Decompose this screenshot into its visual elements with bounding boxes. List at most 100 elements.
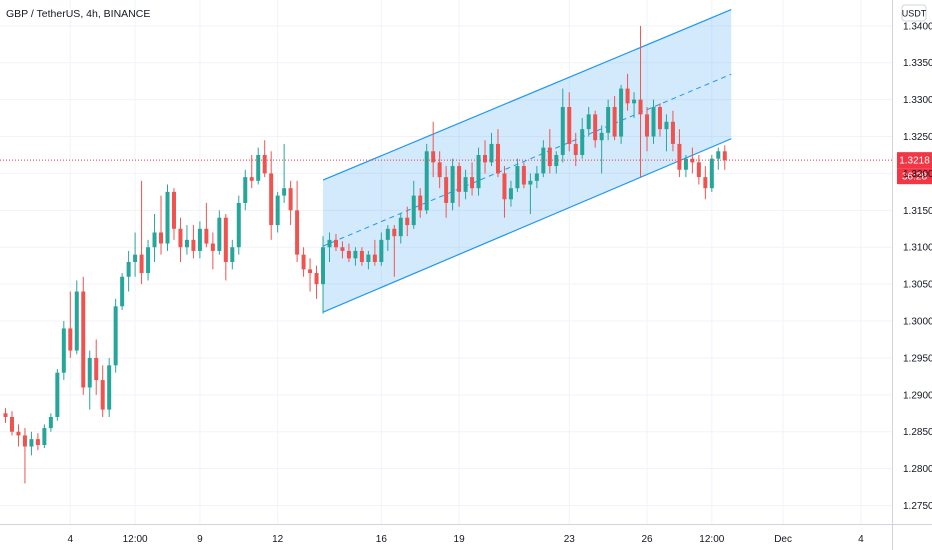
candle-body bbox=[379, 239, 384, 262]
candle-body bbox=[230, 247, 235, 262]
candle-body bbox=[22, 435, 27, 447]
candle-body bbox=[534, 173, 539, 181]
candle-body bbox=[677, 143, 682, 170]
candle-body bbox=[68, 328, 73, 351]
candle-body bbox=[651, 107, 656, 137]
x-tick-label: 12:00 bbox=[699, 534, 724, 545]
channel-lower-line bbox=[322, 138, 732, 313]
candle-body bbox=[366, 254, 371, 262]
candle-body bbox=[483, 154, 488, 163]
y-tick-label: 1.3300 bbox=[903, 95, 932, 106]
candle-body bbox=[709, 158, 714, 189]
candle-body bbox=[249, 177, 254, 181]
candle-body bbox=[515, 166, 520, 189]
x-tick-label: Dec bbox=[774, 534, 792, 545]
candle-body bbox=[9, 416, 14, 432]
candle-body bbox=[74, 291, 79, 351]
candle-body bbox=[152, 232, 157, 248]
candle-body bbox=[573, 143, 578, 155]
candle-body bbox=[113, 306, 118, 366]
y-tick-label: 1.3350 bbox=[903, 58, 932, 69]
y-tick-label: 1.2900 bbox=[903, 390, 932, 401]
candle-body bbox=[431, 151, 436, 163]
candle-body bbox=[16, 431, 21, 436]
last-price-label: 1.3218 bbox=[899, 156, 930, 167]
candle-body bbox=[165, 191, 170, 244]
x-tick-label: 4 bbox=[68, 534, 74, 545]
candle-body bbox=[314, 273, 319, 285]
candle-body bbox=[463, 177, 468, 192]
channel-upper-line bbox=[322, 9, 732, 181]
candle-body bbox=[321, 247, 326, 285]
candle-body bbox=[593, 114, 598, 141]
x-tick-label: 9 bbox=[197, 534, 203, 545]
candle-body bbox=[599, 132, 604, 141]
candle-body bbox=[359, 250, 364, 262]
candle-body bbox=[269, 173, 274, 226]
candle-body bbox=[418, 195, 423, 211]
channel-mid-line bbox=[322, 73, 732, 247]
candle-body bbox=[210, 243, 215, 251]
candle-body bbox=[657, 107, 662, 130]
candle-body bbox=[372, 254, 377, 262]
y-tick-label: 1.3150 bbox=[903, 206, 932, 217]
candle-body bbox=[288, 188, 293, 211]
y-tick-label: 1.3100 bbox=[903, 243, 932, 254]
candle-body bbox=[683, 158, 688, 170]
countdown-box bbox=[897, 168, 932, 185]
candle-body bbox=[94, 357, 99, 381]
candle-body bbox=[424, 151, 429, 211]
candle-body bbox=[262, 154, 267, 174]
candle-body bbox=[521, 166, 526, 185]
candle-body bbox=[586, 114, 591, 130]
candle-body bbox=[690, 158, 695, 163]
candle-body bbox=[100, 380, 105, 410]
grid bbox=[0, 0, 892, 524]
candle-body bbox=[107, 365, 112, 410]
x-tick-label: 16 bbox=[376, 534, 388, 545]
candle-body bbox=[670, 121, 675, 144]
channel-fill bbox=[323, 9, 732, 313]
candle-body bbox=[223, 217, 228, 262]
candle-body bbox=[411, 195, 416, 226]
candle-body bbox=[295, 210, 300, 255]
candle-body bbox=[204, 228, 209, 244]
x-tick-label: 26 bbox=[641, 534, 653, 545]
candle-body bbox=[495, 143, 500, 174]
candle-body bbox=[236, 202, 241, 248]
candle-body bbox=[457, 166, 462, 192]
y-tick-label: 1.3400 bbox=[903, 21, 932, 32]
candle-body bbox=[61, 328, 66, 373]
candle-body bbox=[625, 88, 630, 104]
candle-body bbox=[353, 250, 358, 259]
candle-body bbox=[340, 247, 345, 251]
candle-body bbox=[437, 162, 442, 178]
x-tick-label: 12 bbox=[272, 534, 284, 545]
candle-body bbox=[178, 228, 183, 248]
candle-body bbox=[722, 151, 727, 161]
candle-body bbox=[126, 262, 131, 277]
candle-body bbox=[489, 143, 494, 163]
candle-body bbox=[256, 154, 261, 181]
candle-body bbox=[567, 107, 572, 144]
y-tick-label: 1.2850 bbox=[903, 427, 932, 438]
candle-body bbox=[217, 217, 222, 251]
y-tick-label: 1.3200 bbox=[903, 169, 932, 180]
candle-body bbox=[502, 173, 507, 200]
candle-body bbox=[55, 372, 60, 417]
last-price-box bbox=[897, 152, 932, 169]
candle-body bbox=[606, 107, 611, 133]
candle-body bbox=[554, 154, 559, 167]
candle-body bbox=[398, 217, 403, 237]
candle-body bbox=[444, 177, 449, 203]
candle-body bbox=[547, 147, 552, 167]
candle-body bbox=[197, 228, 202, 251]
candle-body bbox=[282, 188, 287, 196]
y-tick-label: 1.2750 bbox=[903, 501, 932, 512]
candle-body bbox=[619, 88, 624, 137]
candle-body bbox=[87, 357, 92, 388]
candle-body bbox=[308, 269, 313, 274]
price-channel bbox=[322, 9, 732, 313]
